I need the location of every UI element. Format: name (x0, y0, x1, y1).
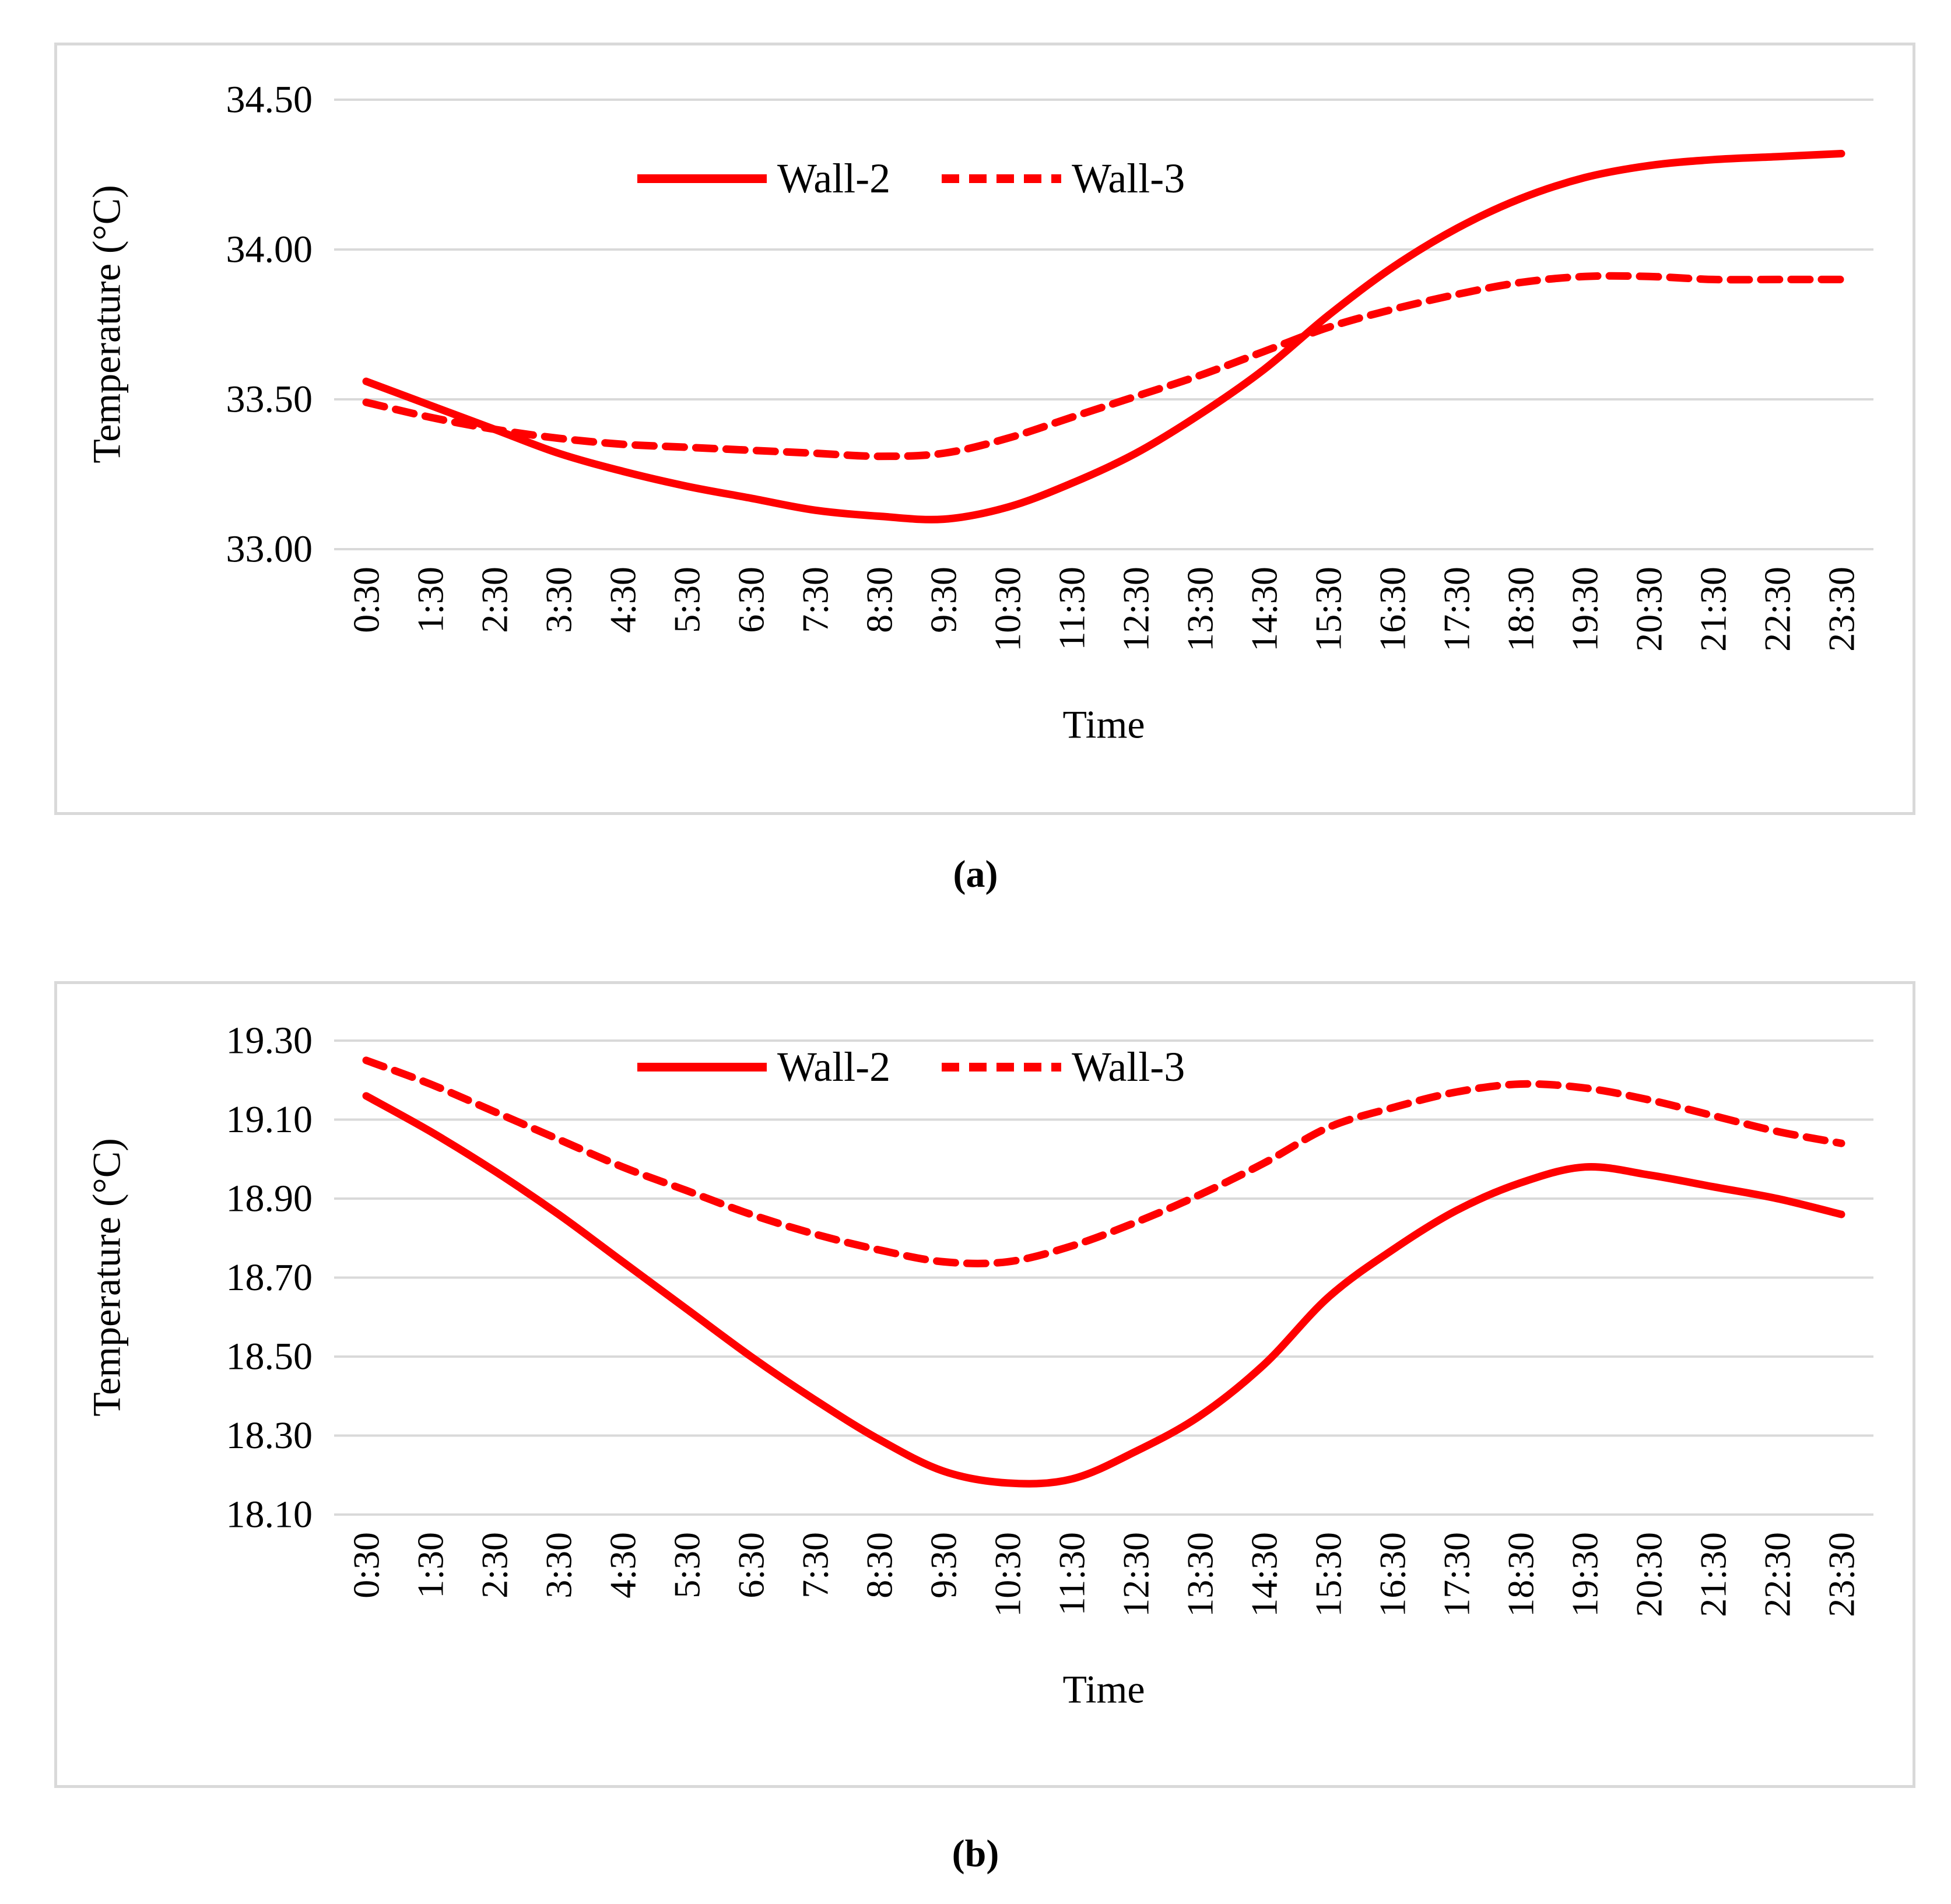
x-tick-label: 23:30 (1821, 1532, 1862, 1617)
x-tick-label: 6:30 (731, 1532, 772, 1599)
x-tick-label: 11:30 (1051, 1532, 1093, 1615)
legend-wall3-label: Wall-3 (1072, 155, 1185, 202)
x-tick-label: 14:30 (1244, 1532, 1285, 1617)
x-tick-label: 2:30 (474, 1532, 515, 1599)
x-tick-label: 3:30 (538, 567, 580, 633)
x-tick-label: 15:30 (1308, 567, 1349, 652)
y-tick-label: 18.10 (226, 1494, 313, 1536)
y-tick-label: 19.30 (226, 1020, 313, 1062)
y-tick-label: 34.50 (226, 79, 313, 121)
x-tick-label: 4:30 (602, 567, 644, 633)
x-tick-label: 6:30 (731, 567, 772, 633)
x-tick-label: 19:30 (1564, 1532, 1606, 1617)
x-tick-label: 5:30 (666, 1532, 708, 1599)
x-tick-label: 8:30 (859, 567, 900, 633)
x-tick-label: 10:30 (987, 567, 1029, 652)
x-tick-label: 17:30 (1436, 567, 1478, 652)
y-tick-label: 18.30 (226, 1414, 313, 1457)
x-tick-label: 2:30 (474, 567, 515, 633)
y-tick-label: 33.50 (226, 378, 313, 421)
x-tick-label: 12:30 (1115, 567, 1157, 652)
x-tick-label: 4:30 (602, 1532, 644, 1599)
y-tick-label: 18.90 (226, 1178, 313, 1220)
series-line-wall-3 (362, 1056, 1845, 1267)
series-line-wall-2 (362, 150, 1845, 524)
x-tick-label: 18:30 (1500, 567, 1542, 652)
chart-panel-a: 34.50 34.00 33.50 33.00 0:30 1:30 2:30 3:30 4:30… (54, 43, 1915, 815)
x-tick-label: 7:30 (795, 1532, 836, 1599)
legend-wall2-label: Wall-2 (777, 155, 891, 202)
legend-solid-line-icon (637, 174, 767, 183)
legend-dashed-line-icon (942, 174, 1062, 183)
x-tick-label: 3:30 (538, 1532, 580, 1599)
x-tick-label: 9:30 (923, 1532, 964, 1599)
x-tick-label: 23:30 (1821, 567, 1862, 652)
y-tick-label: 18.70 (226, 1256, 313, 1299)
x-tick-label: 22:30 (1757, 1532, 1798, 1617)
y-axis-title-a: Temperature (°C) (84, 185, 129, 463)
legend-dashed-line-icon (942, 1062, 1062, 1072)
y-tick-label: 33.00 (226, 528, 313, 571)
series-line-wall-2 (362, 1092, 1845, 1488)
caption-b: (b) (952, 1832, 999, 1875)
x-axis-title-b: Time (1062, 1667, 1145, 1712)
y-axis-title-b: Temperature (°C) (84, 1138, 129, 1417)
legend-wall2-label: Wall-2 (777, 1044, 891, 1090)
x-tick-label: 16:30 (1372, 1532, 1413, 1617)
legend-solid-line-icon (637, 1062, 767, 1072)
legend-wall3-label: Wall-3 (1072, 1044, 1185, 1090)
x-tick-label: 16:30 (1372, 567, 1413, 652)
x-tick-label: 20:30 (1629, 1532, 1670, 1617)
x-tick-label: 11:30 (1051, 567, 1093, 650)
caption-a: (a) (953, 853, 998, 895)
x-tick-label: 10:30 (987, 1532, 1029, 1617)
x-tick-label: 1:30 (410, 1532, 451, 1599)
series-line-wall-3 (362, 272, 1845, 461)
x-tick-label: 14:30 (1244, 567, 1285, 652)
x-tick-label: 20:30 (1629, 567, 1670, 652)
x-tick-label: 7:30 (795, 567, 836, 633)
legend-a: Wall-2 Wall-3 (637, 157, 1185, 199)
x-tick-label: 13:30 (1180, 1532, 1221, 1617)
legend-b: Wall-2 Wall-3 (637, 1046, 1185, 1088)
x-tick-label: 21:30 (1693, 567, 1734, 652)
x-tick-label: 5:30 (666, 567, 708, 633)
x-tick-label: 0:30 (346, 567, 387, 633)
y-tick-label: 34.00 (226, 229, 313, 271)
x-tick-label: 15:30 (1308, 1532, 1349, 1617)
x-tick-label: 13:30 (1180, 567, 1221, 652)
y-tick-label: 19.10 (226, 1098, 313, 1141)
plot-area-a: 34.50 34.00 33.50 33.00 0:30 1:30 2:30 3:30 4:30… (226, 79, 1873, 652)
x-tick-label: 8:30 (859, 1532, 900, 1599)
x-tick-label: 9:30 (923, 567, 964, 633)
x-tick-label: 21:30 (1693, 1532, 1734, 1617)
x-tick-label: 0:30 (346, 1532, 387, 1599)
chart-panel-b: 19.30 19.10 18.90 18.70 18.50 18.30 18.10 0:30 1… (54, 981, 1915, 1788)
x-tick-label: 17:30 (1436, 1532, 1478, 1617)
x-tick-label: 22:30 (1757, 567, 1798, 652)
x-tick-label: 1:30 (410, 567, 451, 633)
x-axis-title-a: Time (1062, 702, 1145, 747)
x-tick-label: 18:30 (1500, 1532, 1542, 1617)
x-tick-label: 12:30 (1115, 1532, 1157, 1617)
y-tick-label: 18.50 (226, 1336, 313, 1378)
plot-area-b: 19.30 19.10 18.90 18.70 18.50 18.30 18.10 0:30 1… (226, 1020, 1873, 1617)
x-tick-label: 19:30 (1564, 567, 1606, 652)
